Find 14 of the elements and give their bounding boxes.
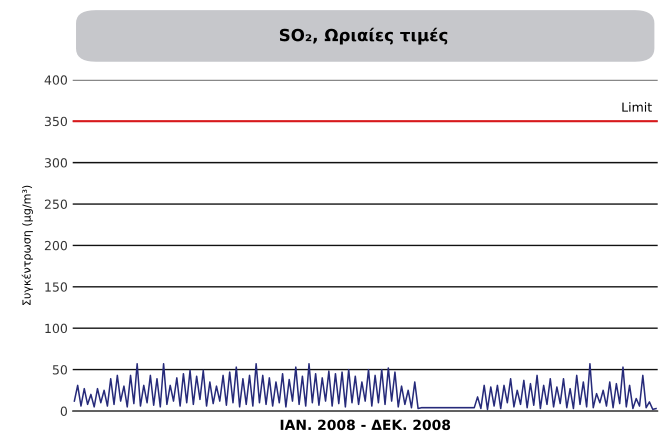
y-tick-label: 50 — [52, 365, 68, 375]
y-tick-label: 150 — [45, 282, 68, 292]
y-axis-title: Συγκέντρωση (μg/m³) — [22, 186, 33, 305]
line-series — [74, 363, 657, 410]
ref-line-label: Limit — [622, 102, 652, 112]
y-tick-label: 400 — [44, 75, 68, 85]
y-tick-label: 350 — [44, 116, 68, 126]
y-tick-label: 300 — [44, 158, 68, 168]
chart-title: SO₂, Ωριαίες τιμές — [280, 28, 448, 45]
y-tick-label: 200 — [44, 240, 68, 250]
y-tick-label: 0 — [60, 406, 68, 416]
y-tick-label: 100 — [45, 324, 68, 334]
y-tick-label: 250 — [44, 199, 68, 209]
x-axis-title: ΙΑΝ. 2008 - ΔΕΚ. 2008 — [280, 420, 450, 430]
